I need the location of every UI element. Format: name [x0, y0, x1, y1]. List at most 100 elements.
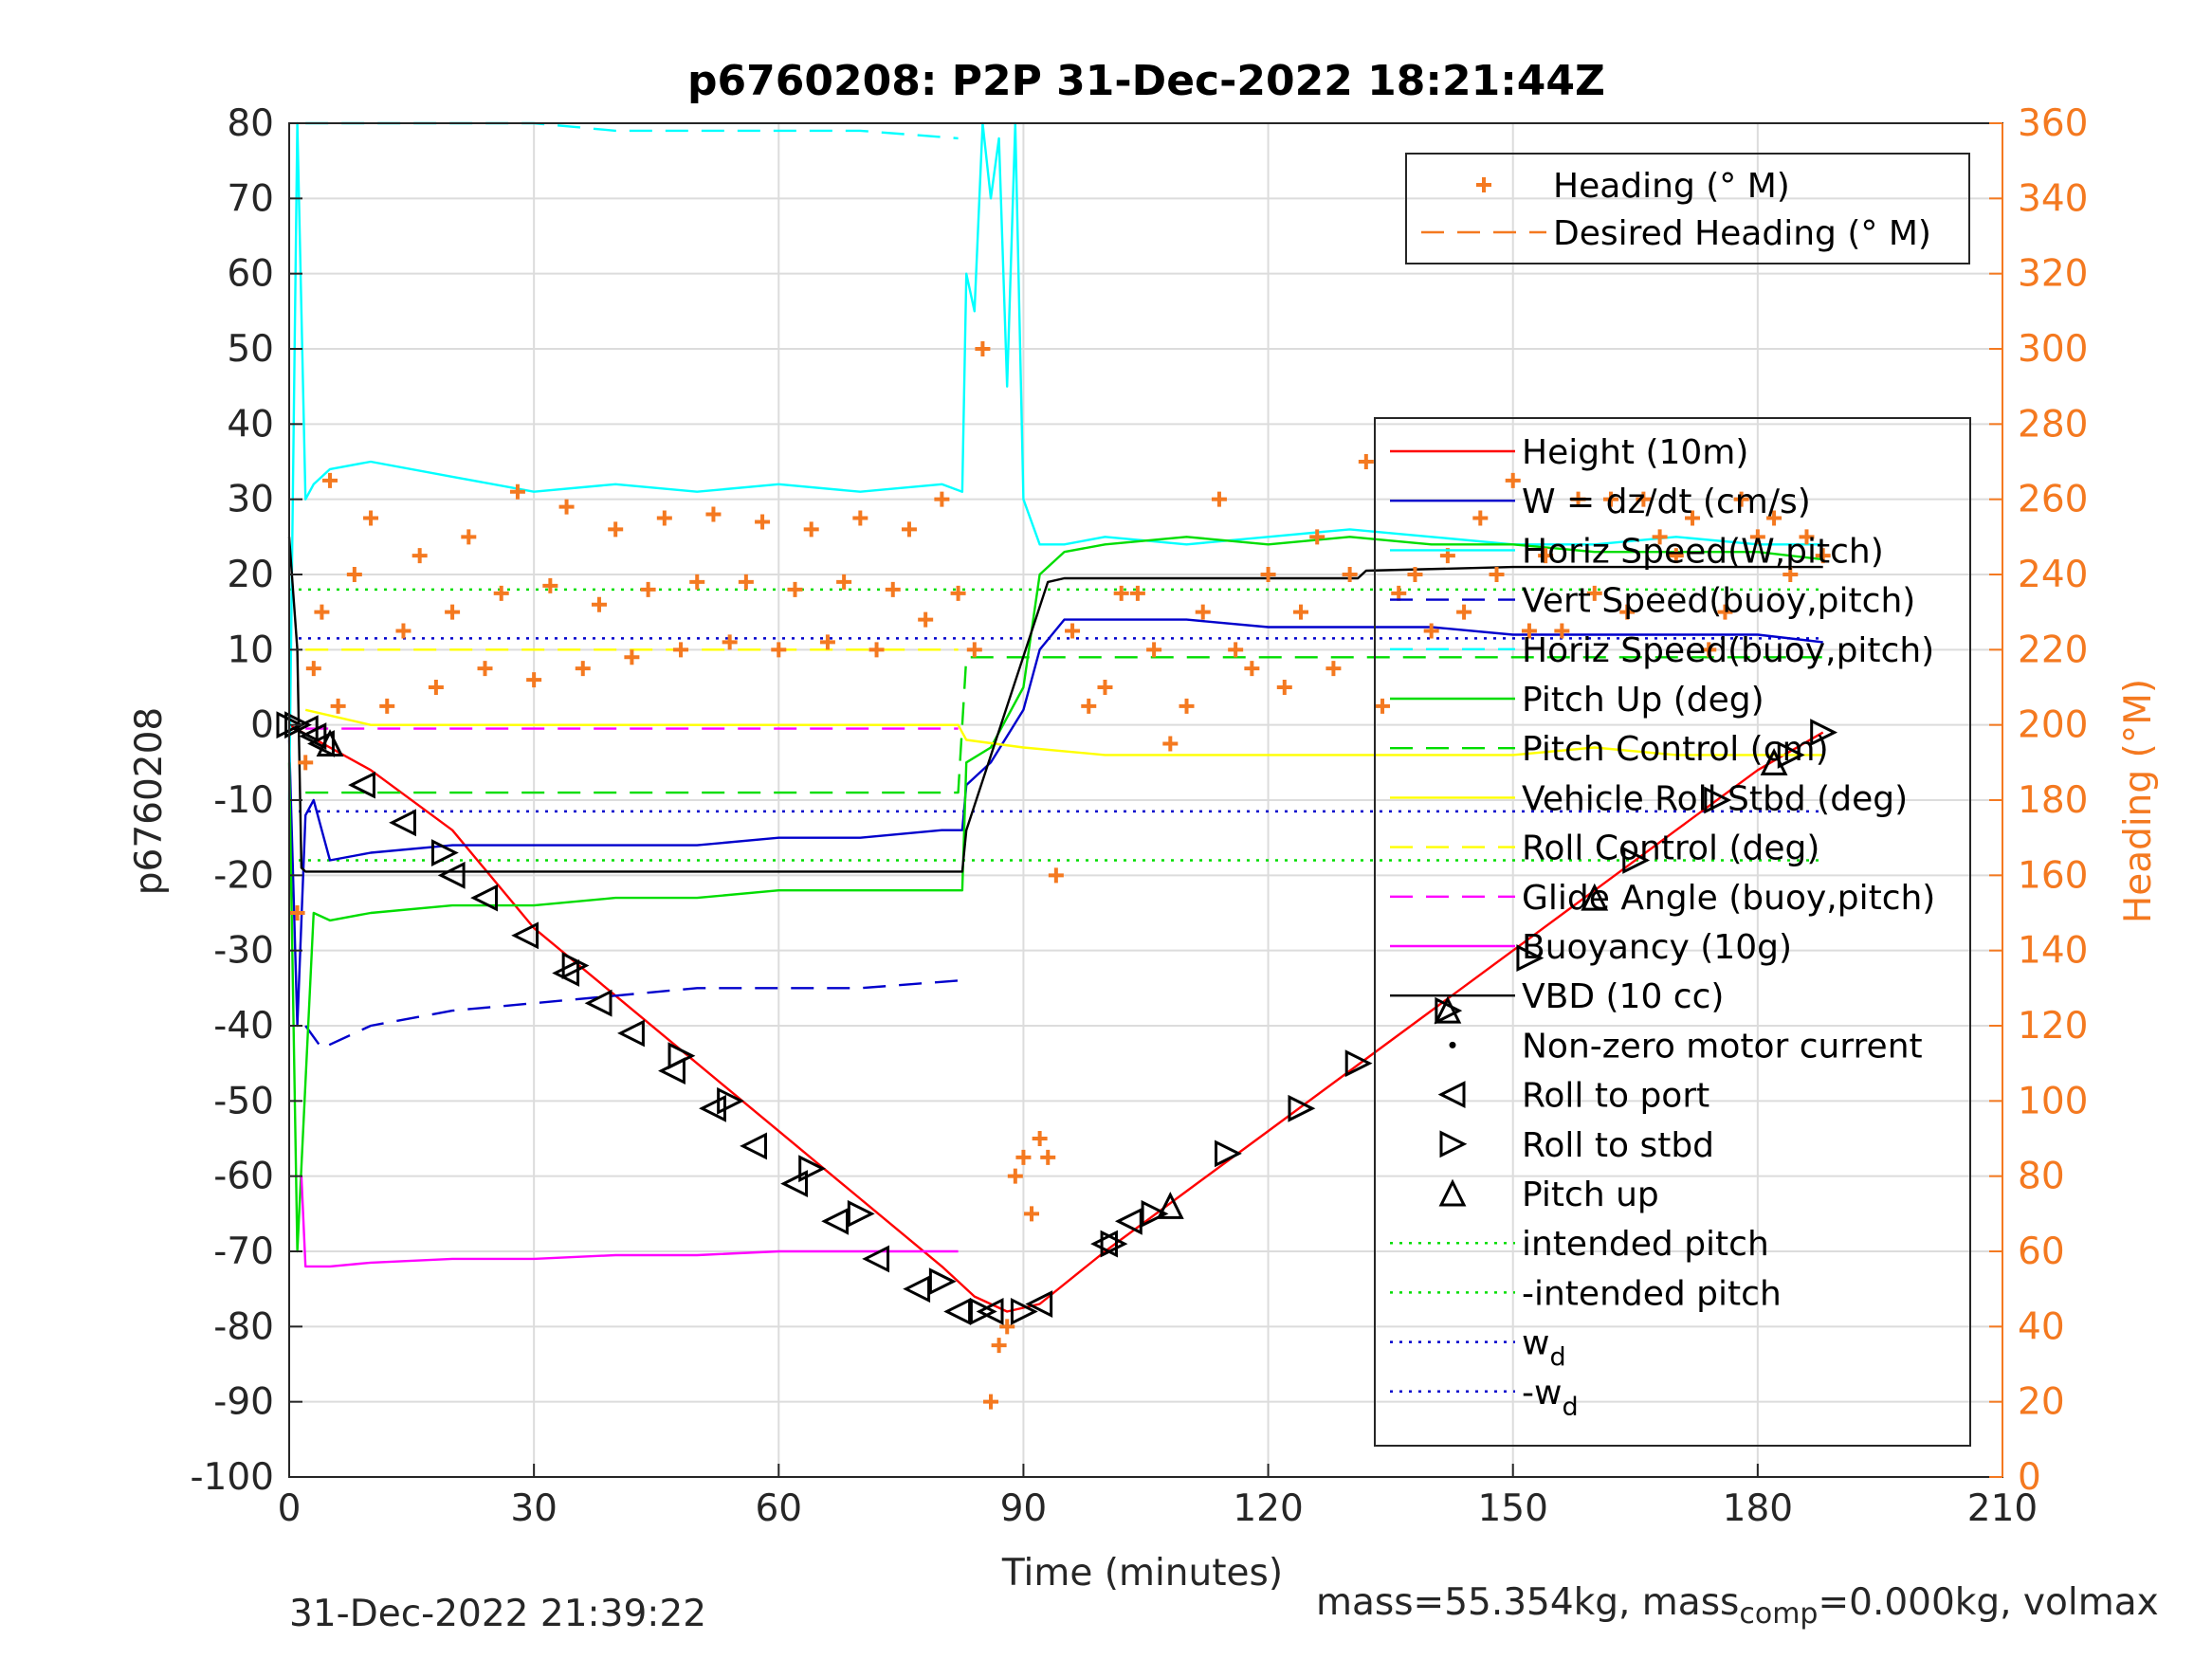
- roll-to-port-marker: [780, 1170, 808, 1198]
- heading-point: [461, 529, 477, 545]
- heading-point: [1244, 661, 1260, 677]
- legend-label: Horiz Speed(W,pitch): [1522, 532, 1884, 571]
- legend-label: VBD (10 cc): [1522, 977, 1724, 1016]
- series-line: [287, 536, 1823, 1253]
- grid-lines: [288, 122, 2003, 1478]
- heading-points: [289, 341, 1831, 1410]
- y2-tick-label: 140: [2018, 930, 2088, 973]
- heading-point: [868, 642, 885, 658]
- footer-mass-sub: comp: [1739, 1596, 1819, 1631]
- y-tick-label: 10: [227, 629, 274, 671]
- heading-point: [379, 698, 395, 714]
- series-line: [300, 1176, 959, 1268]
- legend-label: Glide Angle (buoy,pitch): [1522, 879, 1935, 918]
- heading-point: [1815, 548, 1831, 564]
- axis-ticks: 0 30 60 90 120 150 180 21080706050403020100-10-…: [190, 102, 2088, 1530]
- heading-point: [918, 611, 934, 628]
- y-axis-label: p6760208: [128, 707, 171, 895]
- heading-point: [1097, 680, 1113, 695]
- roll-to-stbd-marker: [1141, 1199, 1169, 1228]
- heading-point: [363, 510, 379, 526]
- legend-label: intended pitch: [1522, 1225, 1769, 1264]
- heading-point: [1342, 567, 1358, 582]
- heading-point: [1799, 529, 1815, 545]
- heading-point: [1228, 642, 1244, 658]
- heading-point: [1015, 1149, 1032, 1165]
- roll-to-stbd-marker: [1288, 1094, 1316, 1122]
- roll-to-stbd-marker: [1344, 1049, 1373, 1078]
- roll-to-stbd-marker: [1435, 996, 1463, 1025]
- legend-label: Pitch Control (cm): [1522, 730, 1829, 769]
- heading-point: [526, 672, 542, 688]
- heading-point: [852, 510, 868, 526]
- roll-to-port-marker: [437, 861, 466, 889]
- roll-to-stbd-marker: [1010, 1298, 1038, 1325]
- roll-to-stbd-marker: [430, 839, 459, 866]
- heading-point: [640, 581, 656, 597]
- x-tick-label: 30: [510, 1487, 558, 1530]
- heading-point: [305, 661, 321, 677]
- series-line: [287, 537, 1823, 873]
- heading-point: [289, 905, 305, 921]
- y2-tick-label: 320: [2018, 253, 2088, 296]
- footer-mass: mass=55.354kg, masscomp=0.000kg, volmax: [1316, 1581, 2159, 1631]
- legend-label: Heading (° M): [1553, 167, 1790, 206]
- y2-tick-label: 220: [2018, 629, 2088, 671]
- heading-point: [975, 341, 991, 356]
- roll-to-port-marker: [1114, 1207, 1143, 1235]
- legend-label-sub: d: [1549, 1343, 1565, 1373]
- legend-sample: [1439, 1130, 1468, 1158]
- legend-label: Pitch Up (deg): [1522, 681, 1764, 720]
- roll-to-stbd-marker: [969, 1298, 997, 1325]
- heading-point: [1040, 1149, 1056, 1165]
- y-tick-label: -40: [213, 1005, 274, 1048]
- pitch-up-marker: [1760, 747, 1788, 775]
- heading-point: [689, 574, 705, 590]
- heading-point: [1325, 661, 1342, 677]
- roll-to-port-marker: [740, 1132, 767, 1160]
- heading-point: [591, 596, 607, 612]
- legend-main: Height (10m) W = dz/dt (cm/s) Horiz Speed(…: [1374, 417, 1971, 1447]
- legend-sample: [1438, 1178, 1467, 1207]
- y2-tick-label: 360: [2018, 102, 2088, 145]
- heading-point: [509, 483, 525, 500]
- heading-point: [1007, 1168, 1023, 1184]
- heading-point: [673, 642, 689, 658]
- y-tick-label: -30: [213, 930, 274, 973]
- heading-point: [1423, 623, 1439, 639]
- y-tick-label: 60: [227, 253, 274, 296]
- heading-point: [322, 472, 338, 488]
- legend-heading: Heading (° M) Desired Heading (° M): [1405, 153, 1970, 264]
- x-tick-label: 180: [1723, 1487, 1793, 1530]
- heading-point: [445, 604, 461, 620]
- legend-box: [1374, 417, 1971, 1447]
- roll-to-port-marker: [943, 1298, 972, 1325]
- x-tick-label: 150: [1477, 1487, 1547, 1530]
- heading-point: [1358, 454, 1374, 469]
- heading-point: [950, 585, 966, 601]
- roll-to-stbd-marker: [1516, 944, 1545, 973]
- legend-label: Height (10m): [1522, 433, 1748, 472]
- roll-to-stbd-marker: [1810, 719, 1838, 747]
- y2-tick-label: 120: [2018, 1005, 2088, 1048]
- heading-point: [493, 585, 509, 601]
- roll-to-stbd-marker: [717, 1086, 745, 1115]
- legend-label: Vehicle Roll Stbd (deg): [1522, 779, 1908, 818]
- x-axis-label: Time (minutes): [1001, 1552, 1283, 1595]
- legend-sample: [1476, 177, 1491, 192]
- y-tick-label: 70: [227, 177, 274, 220]
- y-tick-label: -80: [213, 1305, 274, 1348]
- legend-label: Vert Speed(buoy,pitch): [1522, 582, 1915, 621]
- heading-point: [1782, 567, 1799, 582]
- heading-point: [1602, 491, 1618, 507]
- y2-axis-label: Heading (°M): [2117, 679, 2160, 923]
- heading-point: [1081, 698, 1097, 714]
- heading-point: [1472, 510, 1489, 526]
- x-tick-label: 90: [1000, 1487, 1048, 1530]
- heading-point: [656, 510, 672, 526]
- roll-to-port-marker: [389, 809, 416, 837]
- y2-tick-label: 40: [2018, 1305, 2065, 1348]
- y2-tick-label: 0: [2018, 1456, 2041, 1499]
- roll-to-port-marker: [552, 959, 580, 987]
- heading-point: [787, 581, 803, 597]
